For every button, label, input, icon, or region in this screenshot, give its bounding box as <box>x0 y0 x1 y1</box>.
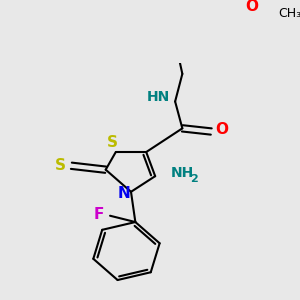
Text: N: N <box>117 186 130 201</box>
Text: CH₃: CH₃ <box>278 7 300 20</box>
Text: S: S <box>107 135 118 150</box>
Text: HN: HN <box>147 90 170 104</box>
Text: NH: NH <box>171 166 194 180</box>
Text: O: O <box>216 122 229 137</box>
Text: O: O <box>245 0 258 14</box>
Text: 2: 2 <box>190 174 198 184</box>
Text: S: S <box>55 158 66 173</box>
Text: F: F <box>94 207 104 222</box>
